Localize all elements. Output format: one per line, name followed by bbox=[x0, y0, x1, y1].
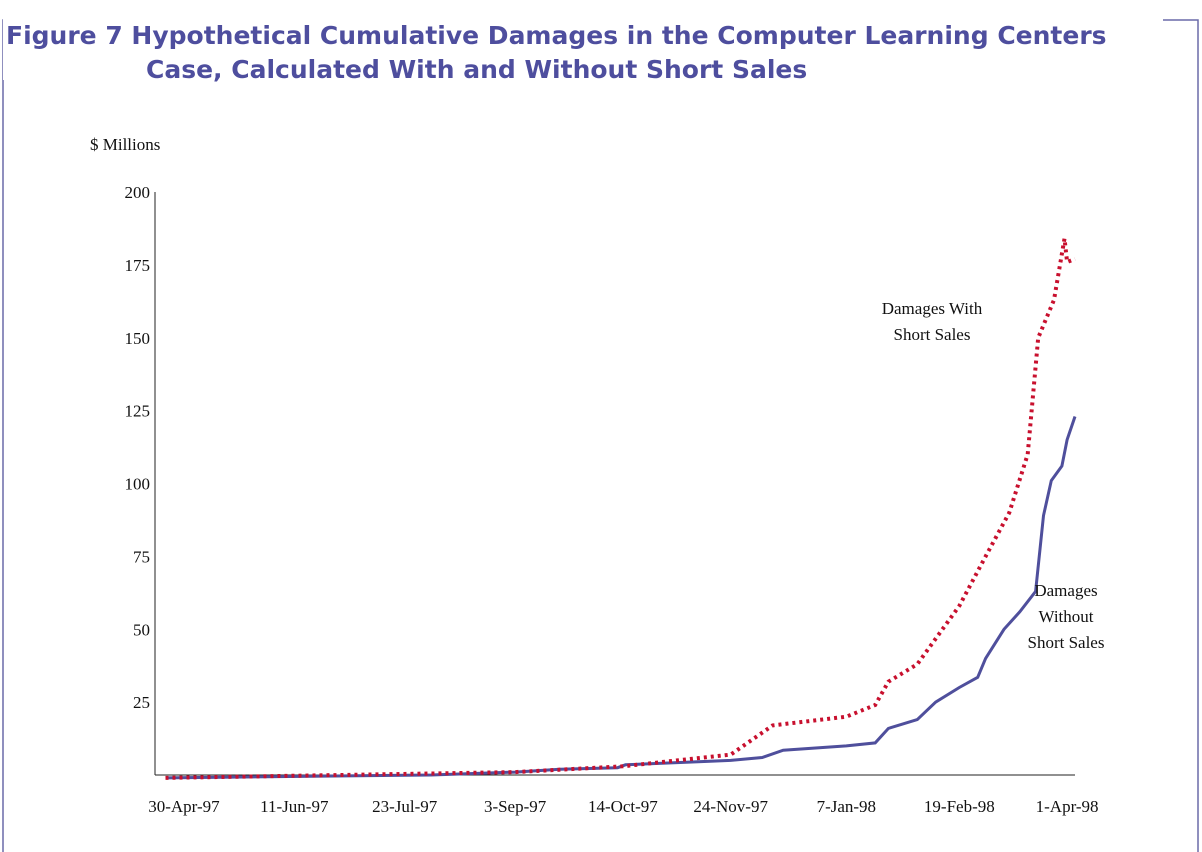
x-tick-label: 19-Feb-98 bbox=[924, 797, 995, 816]
series-label: Short Sales bbox=[894, 325, 971, 344]
y-tick-label: 175 bbox=[125, 256, 151, 275]
x-tick-label: 11-Jun-97 bbox=[260, 797, 329, 816]
chart-title: Case, Calculated With and Without Short … bbox=[146, 55, 807, 84]
y-tick-label: 200 bbox=[125, 183, 151, 202]
x-tick-label: 14-Oct-97 bbox=[588, 797, 658, 816]
y-tick-label: 50 bbox=[133, 620, 150, 639]
x-tick-label: 1-Apr-98 bbox=[1036, 797, 1099, 816]
y-tick-label: 25 bbox=[133, 693, 150, 712]
y-tick-label: 100 bbox=[125, 475, 151, 494]
line bbox=[165, 416, 1077, 780]
series-label: Damages With bbox=[882, 299, 983, 318]
chart-title: Figure 7 Hypothetical Cumulative Damages… bbox=[6, 21, 1107, 50]
x-tick-label: 3-Sep-97 bbox=[484, 797, 547, 816]
x-tick-label: 24-Nov-97 bbox=[693, 797, 768, 816]
y-tick-label: 75 bbox=[133, 547, 150, 566]
x-tick-label: 23-Jul-97 bbox=[372, 797, 438, 816]
x-tick-label: 30-Apr-97 bbox=[148, 797, 220, 816]
series-label: Without bbox=[1038, 607, 1093, 626]
x-tick-label: 7-Jan-98 bbox=[817, 797, 876, 816]
y-tick-label: 150 bbox=[125, 329, 151, 348]
y-axis-label: $ Millions bbox=[90, 135, 160, 154]
frame bbox=[2, 19, 1199, 852]
title-backdrop bbox=[3, 18, 1163, 80]
y-tick-label: 125 bbox=[125, 402, 151, 421]
series-label: Short Sales bbox=[1028, 633, 1105, 652]
series-label: Damages bbox=[1034, 581, 1097, 600]
line bbox=[165, 238, 1076, 780]
